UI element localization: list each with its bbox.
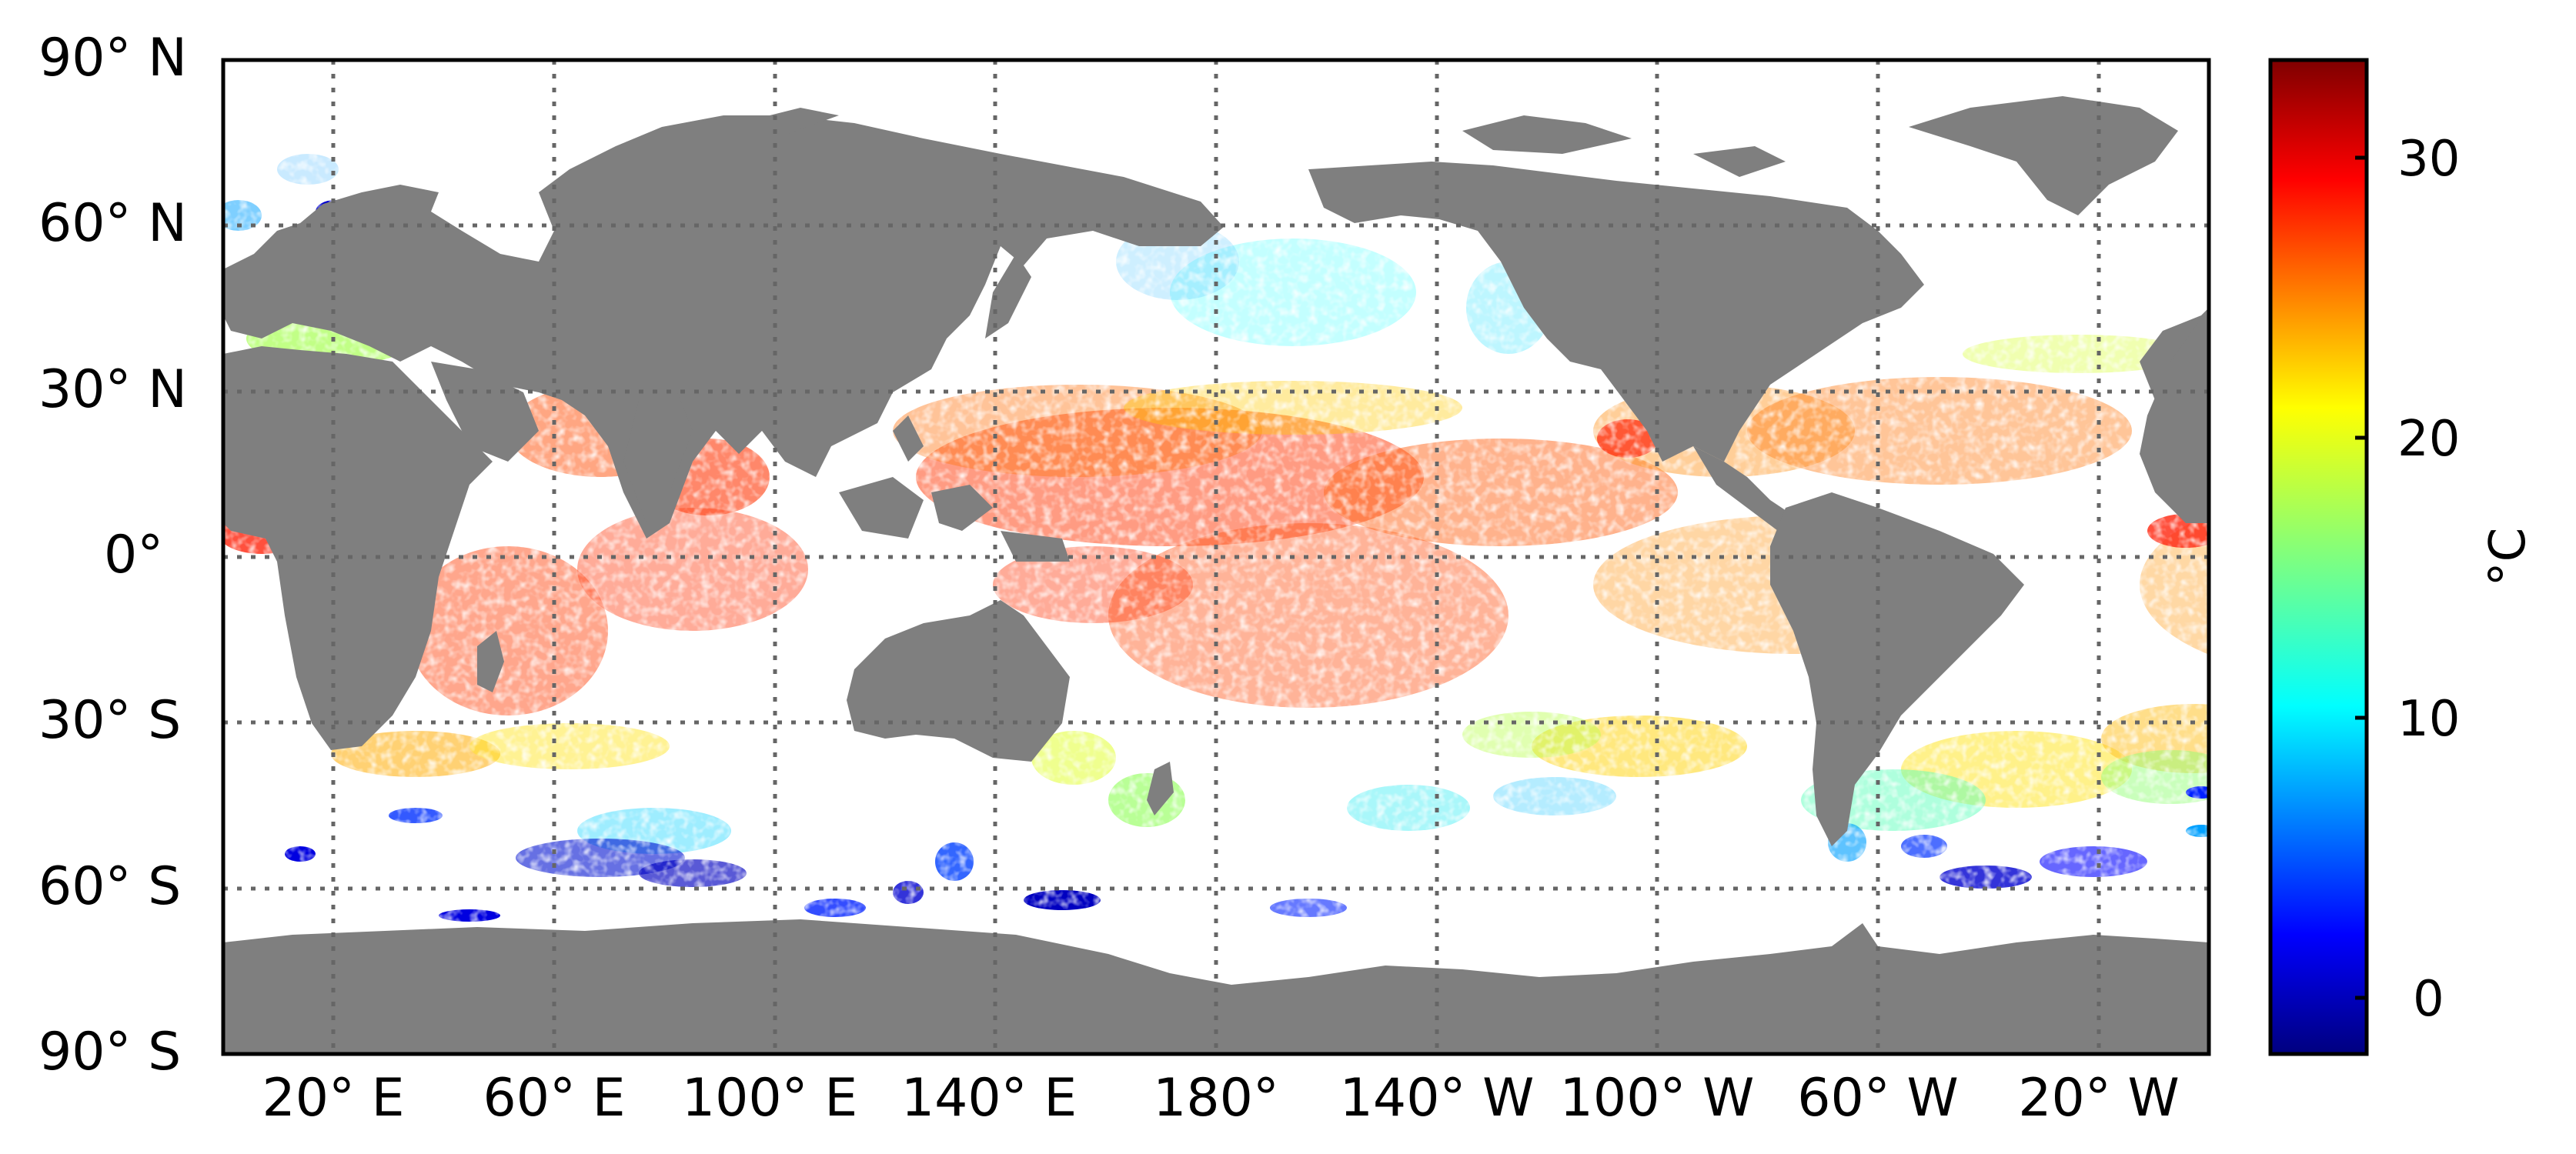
land-madagascar (477, 631, 504, 692)
land-japan (985, 254, 1031, 339)
land-south-america (1770, 492, 2024, 846)
map-area (221, 58, 2532, 1056)
land-antarctica (223, 919, 2209, 1054)
lon-label-100e: 100° E (682, 1068, 857, 1129)
land-eurasia (223, 115, 1224, 539)
land-iceland (2486, 223, 2532, 250)
lon-label-140w: 140° W (1340, 1068, 1535, 1129)
lat-label-0: 0° (104, 525, 163, 585)
colorbar-ticks (2355, 155, 2367, 1000)
colorbar-gradient (2268, 58, 2369, 1056)
lon-label-100w: 100° W (1560, 1068, 1755, 1129)
lon-label-140e: 140° E (901, 1068, 1077, 1129)
lat-label-30s: 30° S (38, 690, 181, 751)
lon-label-180: 180° (1153, 1068, 1279, 1129)
lon-label-60w: 60° W (1797, 1068, 1958, 1129)
latitude-labels: 90° N 60° N 30° N 0° 30° S 60° S 90° S (38, 28, 187, 1082)
lat-label-90s: 90° S (38, 1022, 181, 1082)
land-india (623, 392, 693, 523)
lon-label-20w: 20° W (2018, 1068, 2179, 1129)
land-arabia (431, 362, 539, 462)
land-masses (223, 96, 2532, 1054)
land-arctic-islands (739, 108, 1786, 177)
lat-label-30n: 30° N (38, 359, 187, 420)
colorbar: 0 10 20 30 °C (2268, 58, 2537, 1056)
land-greenland (1909, 96, 2178, 215)
lon-label-60e: 60° E (483, 1068, 625, 1129)
land-africa (223, 346, 493, 750)
colorbar-label-30: 30 (2397, 131, 2460, 188)
longitude-labels: 20° E 60° E 100° E 140° E 180° 140° W 10… (262, 1068, 2179, 1129)
map-frame (221, 58, 2211, 1056)
land-new-zealand (1147, 762, 1174, 815)
lat-label-60n: 60° N (38, 193, 187, 254)
lat-label-60s: 60° S (38, 856, 181, 917)
land-sea-islands (839, 415, 1070, 562)
colorbar-label-10: 10 (2397, 691, 2460, 748)
colorbar-label-0: 0 (2413, 971, 2444, 1028)
land-north-america (1308, 162, 1924, 462)
colorbar-unit-label: °C (2480, 528, 2537, 587)
colorbar-label-20: 20 (2397, 411, 2460, 468)
lat-label-90n: 90° N (38, 28, 187, 88)
land-central-america (1693, 446, 1793, 531)
land-africa-west-edge (2140, 308, 2209, 523)
lon-label-20e: 20° E (262, 1068, 404, 1129)
